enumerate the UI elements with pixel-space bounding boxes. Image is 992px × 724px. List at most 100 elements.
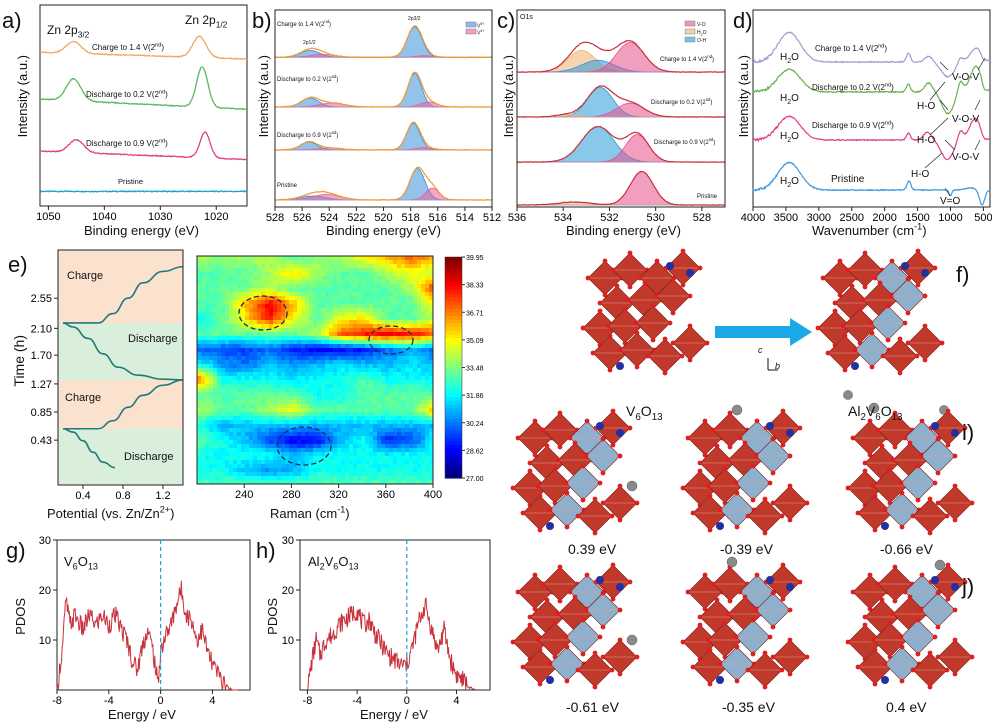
- heatmap-cell: [269, 304, 273, 308]
- heatmap-cell: [357, 260, 361, 264]
- heatmap-cell: [425, 464, 429, 468]
- heatmap-cell: [301, 336, 305, 340]
- heatmap-cell: [373, 416, 377, 420]
- heatmap-cell: [257, 472, 261, 476]
- heatmap-cell: [413, 364, 417, 368]
- heatmap-cell: [293, 328, 297, 332]
- heatmap-cell: [389, 388, 393, 392]
- d-annotation-arrow: [944, 139, 956, 151]
- heatmap-cell: [309, 368, 313, 372]
- heatmap-cell: [377, 292, 381, 296]
- heatmap-cell: [365, 464, 369, 468]
- heatmap-cell: [201, 296, 205, 300]
- heatmap-cell: [353, 436, 357, 440]
- heatmap-cell: [229, 448, 233, 452]
- heatmap-cell: [369, 428, 373, 432]
- heatmap-cell: [349, 392, 353, 396]
- heatmap-cell: [265, 280, 269, 284]
- oxygen-atom: [544, 443, 550, 449]
- heatmap-cell: [269, 460, 273, 464]
- heatmap-cell: [417, 292, 421, 296]
- heatmap-cell: [333, 416, 337, 420]
- heatmap-cell: [285, 352, 289, 356]
- heatmap-cell: [197, 452, 201, 456]
- heatmap-cell: [325, 400, 329, 404]
- heatmap-cell: [361, 476, 365, 480]
- heatmap-cell: [265, 456, 269, 460]
- heatmap-cell: [209, 424, 213, 428]
- heatmap-cell: [373, 444, 377, 448]
- heatmap-cell: [357, 312, 361, 316]
- oxygen-atom: [690, 664, 696, 670]
- heatmap-cell: [297, 372, 301, 376]
- heatmap-cell: [413, 424, 417, 428]
- vanadium-atom: [596, 422, 604, 430]
- heatmap-cell: [417, 416, 421, 420]
- heatmap-cell: [257, 296, 261, 300]
- heatmap-cell: [421, 312, 425, 316]
- heatmap-cell: [313, 384, 317, 388]
- heatmap-cell: [341, 404, 345, 408]
- heatmap-cell: [213, 380, 217, 384]
- heatmap-cell: [269, 316, 273, 320]
- heatmap-cell: [373, 456, 377, 460]
- heatmap-cell: [361, 372, 365, 376]
- heatmap-cell: [225, 384, 229, 388]
- heatmap-cell: [313, 272, 317, 276]
- heatmap-cell: [205, 432, 209, 436]
- d-series-line-0: [752, 161, 991, 206]
- heatmap-cell: [213, 376, 217, 380]
- heatmap-cell: [221, 356, 225, 360]
- oxygen-atom: [915, 248, 921, 254]
- heatmap-cell: [241, 380, 245, 384]
- heatmap-cell: [301, 388, 305, 392]
- heatmap-cell: [225, 272, 229, 276]
- heatmap-cell: [401, 400, 405, 404]
- heatmap-cell: [409, 348, 413, 352]
- heatmap-cell: [205, 304, 209, 308]
- vanadium-atom: [766, 576, 774, 584]
- e-ytick-label: 1.27: [31, 379, 52, 391]
- heatmap-cell: [385, 308, 389, 312]
- oxygen-atom: [832, 300, 838, 306]
- heatmap-cell: [225, 348, 229, 352]
- heatmap-cell: [205, 388, 209, 392]
- heatmap-cell: [233, 268, 237, 272]
- heatmap-cell: [409, 408, 413, 412]
- heatmap-cell: [341, 428, 345, 432]
- heatmap-cell: [265, 420, 269, 424]
- heatmap-cell: [281, 280, 285, 284]
- heatmap-cell: [341, 356, 345, 360]
- heatmap-cell: [345, 412, 349, 416]
- heatmap-cell: [229, 380, 233, 384]
- heatmap-cell: [393, 408, 397, 412]
- heatmap-cell: [409, 428, 413, 432]
- heatmap-cell: [337, 316, 341, 320]
- oxygen-atom: [932, 480, 938, 486]
- heatmap-cell: [281, 444, 285, 448]
- heatmap-cell: [357, 264, 361, 268]
- heatmap-cell: [321, 276, 325, 280]
- heatmap-cell: [253, 436, 257, 440]
- heatmap-cell: [329, 348, 333, 352]
- heatmap-cell: [325, 308, 329, 312]
- heatmap-cell: [273, 360, 277, 364]
- heatmap-cell: [385, 312, 389, 316]
- d-ylabel: Intensity (a.u.): [736, 55, 751, 138]
- heatmap-cell: [205, 420, 209, 424]
- heatmap-cell: [417, 436, 421, 440]
- heatmap-cell: [277, 284, 281, 288]
- heatmap-cell: [381, 468, 385, 472]
- heatmap-cell: [197, 256, 201, 260]
- heatmap-cell: [365, 336, 369, 340]
- heatmap-cell: [245, 392, 249, 396]
- heatmap-cell: [273, 320, 277, 324]
- heatmap-cell: [221, 324, 225, 328]
- heatmap-cell: [297, 332, 301, 336]
- heatmap-cell: [417, 380, 421, 384]
- heatmap-cell: [297, 272, 301, 276]
- heatmap-cell: [321, 476, 325, 480]
- heatmap-cell: [345, 456, 349, 460]
- e-band-label-discharge: Discharge: [128, 333, 178, 345]
- heatmap-cell: [397, 272, 401, 276]
